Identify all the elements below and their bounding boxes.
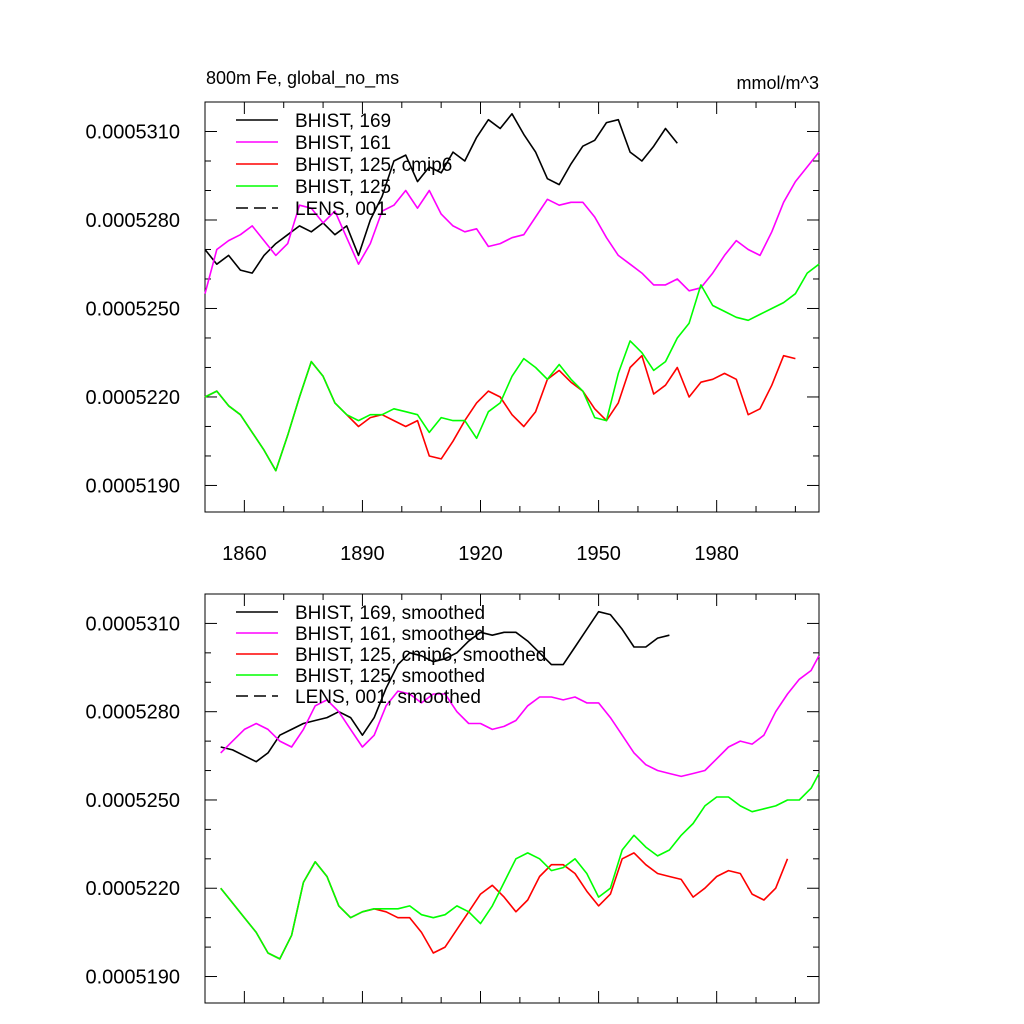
legend-label: LENS, 001	[295, 199, 387, 220]
series-line	[204, 151, 820, 294]
y-tick-label: 0.0005250	[85, 790, 180, 812]
units-label: mmol/m^3	[737, 73, 819, 93]
series-line	[204, 263, 820, 472]
x-tick-label: 1950	[576, 543, 621, 565]
x-tick-label: 1890	[340, 543, 385, 565]
legend-label: BHIST, 125, smoothed	[295, 666, 485, 687]
y-tick-label: 0.0005220	[85, 878, 180, 900]
plot-frame	[204, 593, 820, 1004]
plot-frame	[204, 101, 820, 513]
series-line	[204, 354, 796, 472]
legend-label: BHIST, 125, cmip6	[295, 155, 452, 176]
y-tick-label: 0.0005310	[85, 121, 180, 143]
legend-label: LENS, 001, smoothed	[295, 687, 481, 708]
series-line	[204, 113, 678, 274]
legend-label: BHIST, 125, cmip6, smoothed	[295, 645, 546, 666]
y-tick-label: 0.0005190	[85, 475, 180, 497]
chart-title: 800m Fe, global_no_ms	[206, 68, 399, 89]
legend-label: BHIST, 161	[295, 133, 391, 154]
y-tick-label: 0.0005220	[85, 387, 180, 409]
y-tick-label: 0.0005310	[85, 613, 180, 635]
x-tick-label: 1980	[694, 543, 739, 565]
x-tick-label: 1920	[458, 543, 503, 565]
legend-label: BHIST, 169	[295, 111, 391, 132]
y-tick-label: 0.0005190	[85, 967, 180, 989]
series-line	[220, 655, 820, 778]
legend-label: BHIST, 125	[295, 177, 391, 198]
y-tick-label: 0.0005280	[85, 702, 180, 724]
top-panel: 800m Fe, global_no_ms mmol/m^3 0.0005190…	[85, 68, 820, 565]
legend-label: BHIST, 161, smoothed	[295, 624, 485, 645]
series-line	[220, 852, 789, 960]
x-tick-label: 1860	[222, 543, 267, 565]
bottom-panel: 0.0005190 0.0005220 0.0005250 0.0005280 0.00…	[85, 593, 820, 1004]
y-tick-label: 0.0005280	[85, 210, 180, 232]
legend-label: BHIST, 169, smoothed	[295, 603, 485, 624]
y-tick-label: 0.0005250	[85, 298, 180, 320]
series-line	[220, 610, 670, 763]
series-line	[220, 773, 820, 960]
